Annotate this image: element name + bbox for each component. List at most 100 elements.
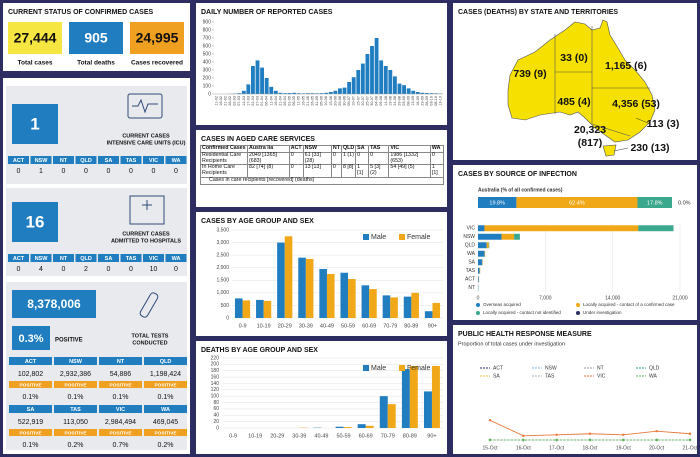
table-cell: 0 — [429, 151, 445, 166]
line-point — [555, 438, 558, 442]
state-header — [54, 357, 97, 365]
x-tick-label: 19-08 — [388, 96, 392, 106]
x-tick-label: 13-10 — [439, 96, 443, 106]
panel — [453, 165, 697, 320]
y-tick-label: 2,500 — [216, 252, 229, 258]
status-label: Cases recovered — [131, 60, 183, 67]
state-header — [98, 254, 119, 262]
leader-line — [613, 147, 629, 152]
x-tick-label: 30-07 — [370, 96, 374, 106]
state-value: 10 — [150, 266, 158, 273]
bar — [246, 84, 251, 94]
table-cell: 13 [13] — [302, 164, 332, 179]
x-tick-label: 80-89 — [403, 433, 417, 439]
bar — [423, 391, 432, 428]
bar — [298, 257, 306, 318]
table-row: Confirmed Cases Austra lia ACT NSW NT QLD SA TA… — [200, 145, 445, 153]
positive-badge-text: POSITIVE — [109, 430, 132, 436]
legend-label: Female — [407, 234, 430, 241]
bar — [319, 268, 327, 318]
table-cell: 1986 [1332] (653) — [388, 151, 431, 166]
y-tick-label: 800 — [203, 27, 212, 33]
bar — [432, 302, 441, 318]
positive-badge-text: POSITIVE — [154, 430, 177, 436]
state-name: WA — [161, 407, 170, 413]
state-name: ACT — [13, 158, 25, 164]
bar — [263, 300, 272, 318]
bar — [343, 427, 352, 428]
bar — [361, 285, 370, 318]
summary-segment — [478, 197, 517, 208]
y-tick-label: 0 — [216, 425, 219, 431]
bar — [390, 297, 398, 318]
x-tick-label: 21-05 — [306, 96, 310, 106]
positive-badge-text: POSITIVE — [154, 382, 177, 388]
state-name: NSW — [35, 158, 49, 164]
chart-title: CASES BY SOURCE OF INFECTION — [458, 171, 577, 178]
map-label: 33 (0) — [560, 52, 587, 64]
panel-subtitle: Proportion of total cases under investig… — [458, 341, 565, 347]
legend-label: Male — [371, 234, 386, 241]
count-box — [12, 202, 58, 242]
x-tick-label: 16-Oct — [516, 445, 532, 451]
bar — [315, 93, 319, 94]
y-tick-label: 3,000 — [216, 240, 229, 246]
positive-badge — [54, 381, 97, 388]
bar — [277, 242, 285, 318]
x-tick-label: 0 — [477, 295, 480, 301]
aged-care-table: Confirmed Cases Austra lia ACT NSW NT QLD SA TA… — [200, 145, 445, 185]
state-name: VIC — [149, 158, 158, 164]
summary-segment — [637, 197, 672, 208]
y-tick-label: 200 — [211, 362, 220, 368]
bar — [269, 86, 274, 94]
map-label: 485 (4) — [557, 96, 590, 108]
positive-badge — [9, 381, 52, 388]
bar — [348, 279, 356, 318]
status-label: Total cases — [18, 60, 53, 67]
bar — [305, 93, 310, 94]
legend-swatch — [363, 234, 369, 240]
legend-label: Male — [371, 365, 386, 372]
x-tick-label: 30-39 — [292, 433, 306, 439]
positive-badge — [99, 381, 142, 388]
summary-label: Australia (% of all confirmed cases) — [478, 187, 563, 193]
legend-swatch — [399, 365, 405, 371]
state-value: 0 — [174, 266, 178, 273]
bar — [292, 92, 297, 94]
map-label: 20,323 — [574, 124, 606, 136]
state-header — [144, 357, 187, 365]
table-row: Residential Care Recipients 2049 [1365] (… — [200, 151, 445, 166]
x-tick-label: 29-08 — [397, 96, 401, 106]
state-name: QLD — [160, 359, 172, 365]
count-label: ADMITTED TO HOSPITALS — [111, 238, 181, 244]
x-tick-label: 20-29 — [270, 433, 284, 439]
bar — [342, 87, 347, 94]
bar — [383, 66, 388, 94]
state-name: NT — [117, 359, 125, 365]
count-label: INTENSIVE CARE UNITS (ICU) — [107, 140, 186, 146]
state-header — [143, 156, 164, 164]
legend-label: TAS — [545, 373, 555, 379]
line-point — [588, 432, 592, 435]
bar — [273, 90, 278, 94]
icu-icon-line — [132, 98, 158, 114]
x-tick-label: 31-05 — [315, 96, 319, 106]
map-label: (817) — [578, 137, 603, 149]
x-tick-label: 18-09 — [416, 96, 420, 106]
x-tick-label: 30-39 — [299, 323, 313, 329]
x-tick-label: 16-05 — [301, 96, 305, 106]
table-cell: Confirmed Cases — [200, 145, 248, 153]
y-tick-label: 400 — [203, 59, 212, 65]
state-positive: 0.7% — [113, 442, 129, 449]
x-tick-label: 11-05 — [297, 96, 301, 105]
y-tick-label: NSW — [463, 234, 475, 240]
y-tick-label: 80 — [213, 400, 219, 406]
table-cell: 0 — [288, 151, 304, 166]
positive-badge-text: POSITIVE — [19, 382, 42, 388]
state-header — [54, 405, 97, 413]
state-tests: 54,886 — [110, 371, 132, 378]
map-label: 230 (13) — [630, 142, 669, 154]
state-name: SA — [105, 158, 113, 164]
x-tick-label: 60-69 — [359, 433, 373, 439]
line-point — [622, 433, 625, 436]
